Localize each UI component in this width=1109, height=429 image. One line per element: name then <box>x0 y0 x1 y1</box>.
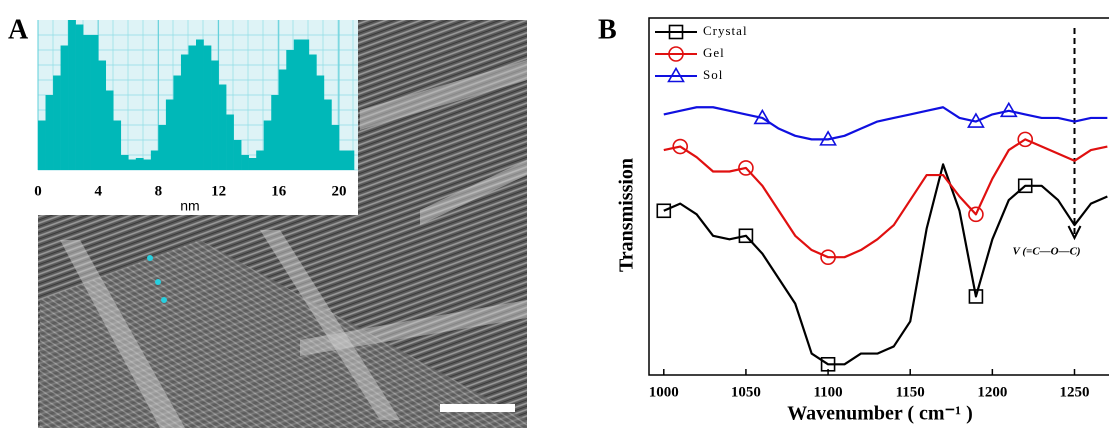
bar <box>120 155 129 170</box>
legend-label: Crystal <box>703 23 748 38</box>
x-tick-label: 1250 <box>1060 384 1090 400</box>
bar <box>68 20 76 170</box>
panel-label: A <box>8 14 29 45</box>
x-axis-label: Wavenumber ( cm⁻¹ ) <box>787 403 973 425</box>
x-tick-label: 12 <box>211 183 226 199</box>
x-tick-label: 0 <box>34 183 42 199</box>
marker <box>819 130 837 146</box>
marker <box>738 228 754 244</box>
bar <box>173 75 182 170</box>
marker <box>668 24 684 40</box>
x-axis-label: nm <box>180 198 199 214</box>
bar <box>323 99 332 170</box>
bar <box>98 60 107 170</box>
series-line <box>663 138 1108 259</box>
arrow-head <box>1067 225 1082 241</box>
marker <box>738 160 754 176</box>
bar <box>135 158 144 170</box>
bar <box>256 150 265 170</box>
bar <box>105 90 114 170</box>
bar <box>158 125 167 170</box>
bar <box>293 39 302 170</box>
bar <box>263 120 272 170</box>
marker <box>967 112 985 128</box>
marker <box>672 138 689 155</box>
bar <box>346 150 355 170</box>
bar <box>211 60 219 170</box>
y-axis-label: Transmission <box>616 158 638 272</box>
bar <box>331 125 340 170</box>
bar <box>278 69 287 170</box>
marker <box>968 289 984 304</box>
bar <box>128 159 137 170</box>
bar <box>75 24 84 170</box>
marker <box>1017 178 1033 194</box>
bar <box>60 45 69 170</box>
bar <box>226 114 234 170</box>
x-tick-label: 20 <box>331 183 346 199</box>
bar <box>38 120 46 170</box>
x-tick-label: 1150 <box>896 384 925 400</box>
bar <box>180 54 189 170</box>
bar <box>83 35 91 170</box>
bar <box>241 155 249 170</box>
bar <box>316 75 325 170</box>
x-tick-label: 4 <box>94 183 102 199</box>
bar <box>248 158 257 170</box>
marker <box>820 249 836 265</box>
bar <box>286 50 295 170</box>
plot-frame <box>648 17 1109 376</box>
x-tick-label: 16 <box>271 183 287 199</box>
marker <box>668 46 684 62</box>
bar <box>301 39 310 170</box>
bar <box>233 140 242 170</box>
bar <box>271 95 280 170</box>
legend-label: Sol <box>703 67 723 82</box>
marker <box>1017 131 1034 148</box>
x-tick-label: 1100 <box>813 384 842 400</box>
marker <box>820 356 836 372</box>
annotation: V (=C—O—C) <box>1013 246 1081 258</box>
bar <box>53 75 61 170</box>
marker <box>999 101 1018 118</box>
marker <box>753 108 772 125</box>
series-line <box>663 163 1108 366</box>
bar <box>113 120 122 170</box>
bar <box>196 39 204 170</box>
bar <box>90 35 99 170</box>
bar <box>45 95 54 170</box>
bar <box>143 159 152 170</box>
panel-label: B <box>598 14 617 45</box>
x-tick-label: 1050 <box>731 384 761 400</box>
marker <box>968 206 984 223</box>
bar <box>203 45 212 170</box>
x-tick-label: 1200 <box>977 384 1007 400</box>
bar <box>150 150 159 170</box>
marker <box>656 203 672 219</box>
bar <box>218 84 227 170</box>
legend-label: Gel <box>703 45 725 60</box>
bar <box>338 150 347 170</box>
x-tick-label: 1000 <box>649 384 679 400</box>
bar <box>308 54 317 170</box>
bar <box>165 99 174 170</box>
scale-bar <box>440 404 515 412</box>
marker <box>667 66 685 83</box>
bar <box>188 45 197 170</box>
x-tick-label: 8 <box>155 183 163 199</box>
series-line <box>663 106 1108 141</box>
